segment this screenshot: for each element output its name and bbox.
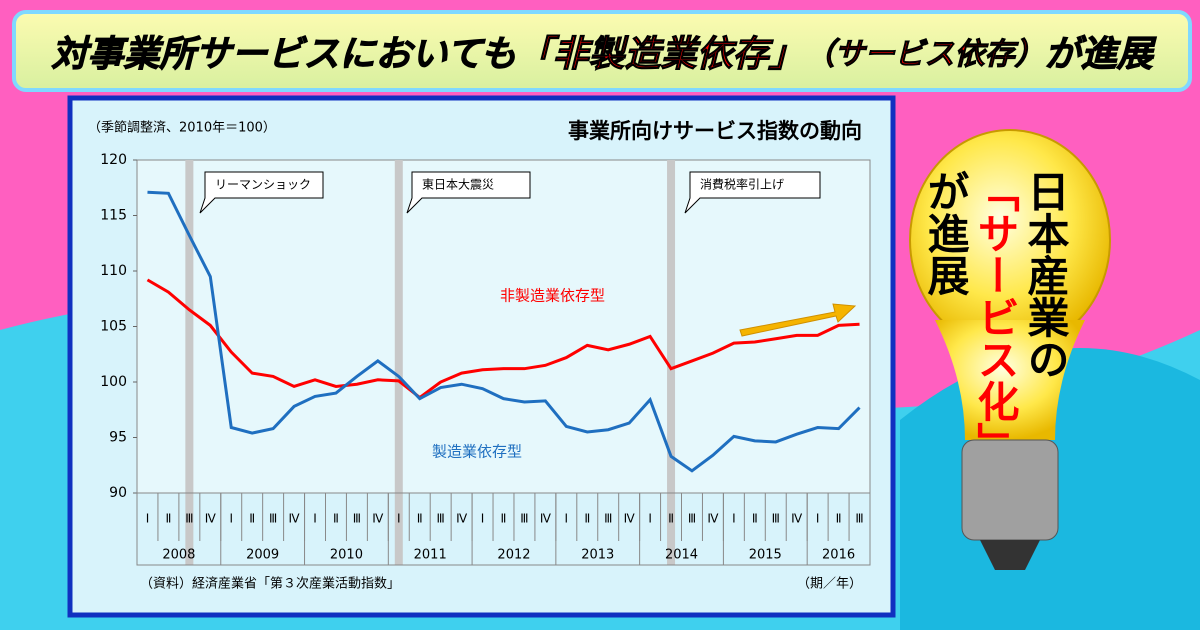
- year-label: 2016: [822, 548, 855, 563]
- x-tick-label: Ⅰ: [732, 512, 736, 526]
- callout: [199, 171, 324, 214]
- x-tick-label: Ⅱ: [249, 512, 255, 526]
- y-tick-label: 90: [109, 485, 127, 501]
- event-band: [394, 160, 403, 565]
- x-tick-label: Ⅲ: [604, 512, 612, 526]
- x-tick-label: Ⅲ: [185, 512, 193, 526]
- bulb: [909, 129, 1111, 570]
- x-tick-label: Ⅳ: [540, 512, 551, 526]
- x-tick-label: Ⅳ: [707, 512, 718, 526]
- x-tick-label: Ⅱ: [417, 512, 423, 526]
- x-tick-label: Ⅱ: [752, 512, 758, 526]
- headline: 対事業所サービスにおいても 「非製造業依存」 （サービス依存） が進展: [12, 10, 1192, 92]
- x-tick-label: Ⅲ: [269, 512, 277, 526]
- bulb-line: 「サービス化」: [971, 170, 1020, 464]
- x-tick-label: Ⅲ: [353, 512, 361, 526]
- year-label: 2011: [414, 548, 447, 563]
- x-tick-label: Ⅱ: [501, 512, 507, 526]
- bulb-line: が進展: [921, 170, 970, 296]
- bulb-text: 日本産業の 「サービス化」 が進展: [921, 170, 1070, 570]
- x-tick-label: Ⅰ: [397, 512, 401, 526]
- y-tick-label: 105: [100, 319, 127, 335]
- headline-part: が進展: [1044, 34, 1153, 76]
- event-band: [667, 160, 676, 565]
- y-tick-label: 100: [100, 374, 127, 390]
- y-tick-label: 95: [109, 430, 127, 446]
- x-tick-label: Ⅲ: [688, 512, 696, 526]
- year-label: 2013: [581, 548, 614, 563]
- x-tick-label: Ⅲ: [520, 512, 528, 526]
- x-tick-label: Ⅱ: [836, 512, 842, 526]
- source: （資料）経済産業省「第３次産業活動指数」: [140, 576, 400, 592]
- x-tick-label: Ⅱ: [668, 512, 674, 526]
- y-tick-label: 120: [100, 152, 127, 168]
- year-label: 2010: [330, 548, 363, 563]
- x-tick-label: Ⅲ: [855, 512, 863, 526]
- x-tick-label: Ⅱ: [165, 512, 171, 526]
- x-tick-label: Ⅰ: [481, 512, 485, 526]
- year-label: 2014: [665, 548, 698, 563]
- x-tick-label: Ⅱ: [584, 512, 590, 526]
- year-label: 2015: [749, 548, 782, 563]
- x-tick-label: Ⅳ: [624, 512, 635, 526]
- headline-part: （サービス依存）: [804, 37, 1045, 73]
- callout: [684, 171, 821, 214]
- x-tick-label: Ⅳ: [791, 512, 802, 526]
- annotation: リーマンショック: [215, 178, 311, 192]
- x-unit: （期／年）: [797, 577, 862, 592]
- x-tick-label: Ⅳ: [289, 512, 300, 526]
- year-label: 2009: [246, 548, 279, 563]
- x-tick-label: Ⅰ: [313, 512, 317, 526]
- bulb-line: 日本産業の: [1021, 170, 1070, 380]
- x-tick-label: Ⅲ: [437, 512, 445, 526]
- x-tick-label: Ⅲ: [772, 512, 780, 526]
- annotation: 東日本大震災: [422, 178, 494, 192]
- callout: [406, 171, 531, 214]
- x-tick-label: Ⅰ: [565, 512, 569, 526]
- series-label: 製造業依存型: [432, 443, 522, 461]
- x-tick-label: Ⅰ: [816, 512, 820, 526]
- subtitle: （季節調整済、2010年＝100）: [88, 120, 276, 136]
- x-tick-label: Ⅰ: [146, 512, 150, 526]
- series-line: [146, 278, 860, 400]
- x-tick-label: Ⅰ: [229, 512, 233, 526]
- x-tick-label: Ⅳ: [372, 512, 383, 526]
- y-tick-label: 110: [100, 263, 127, 279]
- chart-title: 事業所向けサービス指数の動向: [568, 119, 862, 143]
- y-tick-label: 115: [100, 208, 127, 224]
- event-band: [185, 160, 194, 565]
- x-tick-label: Ⅰ: [648, 512, 652, 526]
- plot-area: [136, 159, 871, 494]
- trend-arrow: [739, 303, 857, 337]
- x-tick-label: Ⅱ: [333, 512, 339, 526]
- headline-part: 「非製造業依存」: [516, 34, 805, 76]
- series-line: [147, 190, 861, 473]
- year-label: 2008: [162, 548, 195, 563]
- year-label: 2012: [497, 548, 530, 563]
- x-tick-label: Ⅳ: [456, 512, 467, 526]
- headline-part: 対事業所サービスにおいても: [51, 34, 517, 76]
- x-tick-label: Ⅳ: [205, 512, 216, 526]
- series-label: 非製造業依存型: [500, 287, 605, 305]
- annotation: 消費税率引上げ: [700, 177, 784, 192]
